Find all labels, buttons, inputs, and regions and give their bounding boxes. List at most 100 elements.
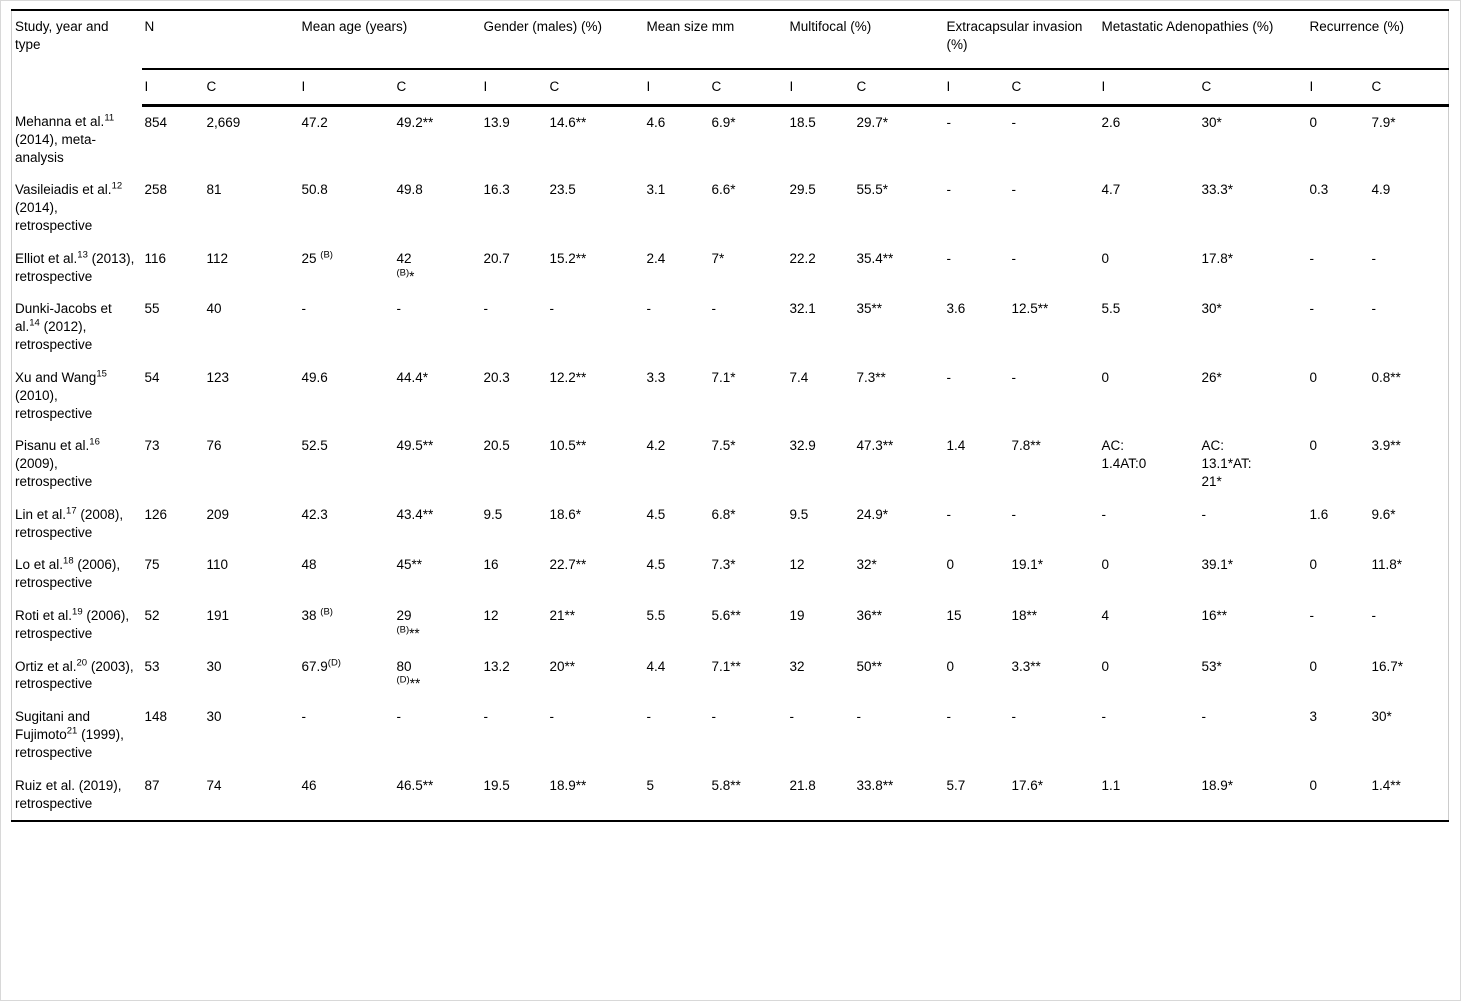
data-cell: -	[549, 709, 555, 725]
data-cell: 33.8**	[856, 777, 894, 793]
data-cell: -	[1011, 369, 1017, 385]
col-group-mean-size: Mean size mm	[643, 10, 787, 70]
subcol-header-i: I	[1306, 68, 1369, 108]
data-cell: 12.2**	[549, 369, 587, 385]
study-cell: Ruiz et al. (2019), retrospective	[15, 777, 122, 811]
data-cell: -	[789, 709, 795, 725]
data-cell: 209	[206, 506, 230, 522]
data-cell: 13.9	[483, 115, 510, 131]
data-cell: -	[946, 709, 952, 725]
data-cell: 21**	[549, 608, 576, 623]
data-cell: 30	[206, 709, 222, 725]
data-cell: -	[1201, 506, 1207, 522]
data-cell: 4	[1101, 608, 1110, 623]
subcol-header-c: C	[1008, 68, 1099, 108]
data-cell: 7.1*	[711, 369, 736, 385]
group-header-row: Study, year and type N Mean age (years) …	[12, 10, 1449, 70]
data-cell: 54	[144, 369, 160, 385]
col-group-extracapsular: Extracapsular invasion (%)	[943, 10, 1099, 70]
study-cell: Vasileiadis et al.12 (2014), retrospecti…	[15, 180, 123, 233]
data-cell: 39.1*	[1201, 557, 1234, 573]
data-cell: 45**	[396, 557, 423, 573]
data-cell: -	[1101, 709, 1107, 725]
data-cell: 18.9*	[1201, 777, 1234, 793]
subcol-header-i: I	[480, 68, 547, 108]
data-cell: 30*	[1201, 115, 1222, 131]
col-group-mean-age: Mean age (years)	[298, 10, 481, 70]
data-cell: 7.1**	[711, 658, 741, 674]
data-cell: 126	[144, 506, 168, 522]
table-row: Ortiz et al.20 (2003), retrospective 53 …	[12, 651, 1449, 702]
data-cell: 6.6*	[711, 182, 736, 198]
data-cell: 1.4**	[1371, 777, 1401, 793]
data-cell: 12.5**	[1011, 301, 1049, 317]
data-cell: 191	[206, 608, 230, 623]
data-cell: 9.6*	[1371, 506, 1396, 522]
data-cell: 23.5	[549, 182, 576, 198]
data-cell: 5	[646, 777, 655, 793]
col-group-gender: Gender (males) (%)	[480, 10, 644, 70]
data-cell: -	[1011, 182, 1017, 198]
study-cell: Lo et al.18 (2006), retrospective	[15, 555, 121, 591]
subcol-header-c: C	[546, 68, 644, 108]
data-cell: -	[1371, 608, 1377, 623]
data-cell: 53*	[1201, 658, 1222, 674]
data-cell: 7.9*	[1371, 115, 1396, 131]
data-cell: 3.3**	[1011, 658, 1041, 674]
data-cell: 47.2	[301, 115, 328, 131]
data-cell: 0	[1101, 369, 1110, 385]
data-cell: 87	[144, 777, 160, 793]
data-cell: 29.7*	[856, 115, 889, 131]
data-cell: -	[856, 709, 862, 725]
study-cell: Dunki-Jacobs et al.14 (2012), retrospect…	[15, 301, 112, 353]
table-row: Ruiz et al. (2019), retrospective 87 74 …	[12, 770, 1449, 822]
data-cell: 33.3*	[1201, 182, 1234, 198]
data-cell: -	[1011, 115, 1017, 131]
data-cell: 20.5	[483, 438, 510, 454]
data-cell: 35.4**	[856, 250, 894, 266]
data-cell: -	[1309, 301, 1315, 317]
data-cell: 81	[206, 182, 222, 198]
data-cell: -	[483, 709, 489, 725]
data-cell: -	[396, 301, 402, 317]
data-cell: 5.5	[1101, 301, 1121, 317]
data-cell: 112	[206, 250, 229, 266]
data-cell: 16.3	[483, 182, 510, 198]
data-cell: 9.5	[789, 506, 809, 522]
data-cell: 32.1	[789, 301, 816, 317]
data-cell: 2.6	[1101, 115, 1121, 131]
data-cell: 14.6**	[549, 115, 587, 131]
data-cell: 43.4**	[396, 506, 434, 522]
data-cell: AC: 13.1*AT: 21*	[1201, 438, 1252, 489]
study-cell: Lin et al.17 (2008), retrospective	[15, 505, 124, 540]
data-cell: -	[711, 709, 717, 725]
subcol-header-c: C	[853, 68, 944, 108]
data-cell: 76	[206, 438, 222, 454]
data-cell: 13.2	[483, 658, 510, 674]
data-cell: 21.8	[789, 777, 816, 793]
data-cell: 12	[483, 608, 499, 623]
data-cell: 12	[789, 557, 805, 573]
subcol-header-c: C	[393, 68, 481, 108]
subcol-header-i: I	[943, 68, 1009, 108]
data-cell: -	[1371, 301, 1377, 317]
data-cell: 5.7	[946, 777, 966, 793]
data-cell: 0	[1309, 115, 1318, 131]
data-cell: 3.3	[646, 369, 666, 385]
data-cell: -	[946, 115, 952, 131]
data-cell: 7.4	[789, 369, 809, 385]
data-cell: -	[946, 182, 952, 198]
data-cell: 17.8*	[1201, 250, 1234, 266]
data-cell: 0	[1309, 557, 1318, 573]
data-cell: 3	[1309, 709, 1318, 725]
data-cell: 44.4*	[396, 369, 429, 385]
data-cell: 4.9	[1371, 182, 1391, 198]
data-cell: 2.4	[646, 250, 666, 266]
data-cell: 0	[1101, 250, 1110, 266]
data-cell: 67.9(D)	[301, 657, 341, 674]
data-cell: 4.2	[646, 438, 666, 454]
col-group-multifocal: Multifocal (%)	[786, 10, 944, 70]
data-cell: 49.2**	[396, 115, 434, 131]
data-cell: -	[1011, 709, 1017, 725]
